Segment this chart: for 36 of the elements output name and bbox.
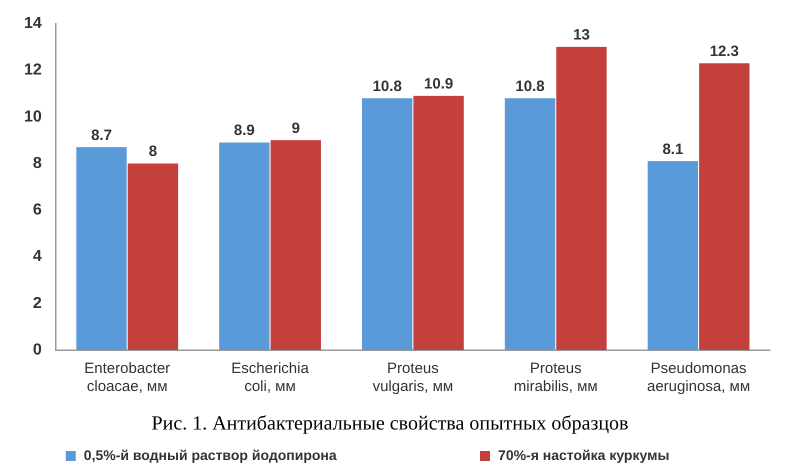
y-tick-label: 4	[32, 248, 42, 266]
data-label: 8.7	[91, 126, 112, 144]
data-label: 10.8	[515, 78, 545, 95]
data-label: 9	[292, 120, 300, 137]
bar	[270, 140, 321, 350]
y-tick-label: 14	[24, 15, 42, 32]
bar	[362, 98, 412, 350]
bar	[128, 163, 178, 350]
data-label: 10.8	[372, 78, 402, 95]
bar	[413, 96, 464, 350]
data-label: 8	[148, 143, 158, 160]
bar	[556, 46, 607, 350]
data-label: 13	[573, 26, 590, 44]
bar	[76, 147, 127, 350]
y-tick-label: 10	[24, 108, 42, 126]
data-label: 12.3	[710, 42, 739, 60]
x-tick-label: Proteus vulgaris, мм	[372, 360, 454, 396]
legend-label: 0,5%-й водный раствор йодопирона	[84, 446, 337, 463]
y-tick-label: 12	[24, 62, 42, 79]
y-tick-label: 2	[32, 294, 42, 312]
data-label: 10.9	[424, 76, 454, 93]
y-tick-label: 8	[32, 154, 42, 172]
bar	[219, 142, 270, 350]
data-label: 8.9	[234, 122, 255, 140]
bar	[504, 98, 556, 350]
x-tick-label: Pseudomonas aeruginosa, мм	[646, 360, 750, 396]
x-tick-label: Escherichia coli, мм	[231, 360, 310, 396]
bar	[699, 63, 750, 350]
data-label: 8.1	[662, 140, 684, 158]
bar	[648, 161, 698, 350]
text: Рис. 1. Антибактериальные свойства опытных образцов	[152, 412, 628, 434]
legend-label: 70%-я настойка куркумы	[498, 446, 670, 463]
x-tick-label: Enterobacter cloacae, мм	[84, 360, 170, 396]
y-tick-label: 0	[32, 341, 42, 358]
x-tick-label: Proteus mirabilis, мм	[514, 360, 598, 396]
y-tick-label: 6	[32, 202, 42, 219]
